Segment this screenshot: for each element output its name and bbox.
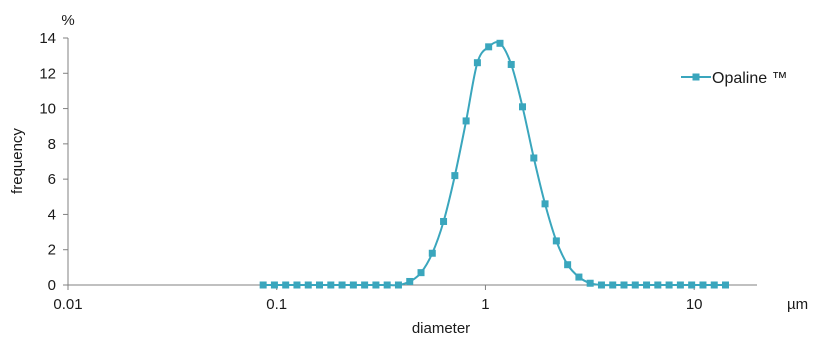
data-point bbox=[462, 117, 470, 125]
data-point bbox=[372, 281, 380, 289]
data-point bbox=[496, 39, 504, 47]
data-point bbox=[631, 281, 639, 289]
data-point bbox=[688, 281, 696, 289]
x-unit-label: µm bbox=[787, 296, 808, 313]
data-point bbox=[699, 281, 707, 289]
series-line-opaline bbox=[263, 41, 726, 287]
data-point bbox=[530, 154, 538, 162]
y-tick-label: 8 bbox=[48, 136, 56, 153]
data-point bbox=[575, 273, 583, 281]
data-point bbox=[361, 281, 369, 289]
data-point bbox=[338, 281, 346, 289]
y-tick-label: 2 bbox=[48, 242, 56, 259]
data-point bbox=[473, 59, 481, 67]
y-tick-label: 6 bbox=[48, 171, 56, 188]
data-point bbox=[654, 281, 662, 289]
data-point bbox=[383, 281, 391, 289]
y-ticks: 0 2 4 6 8 10 12 14 bbox=[39, 30, 68, 294]
y-unit-label: % bbox=[61, 12, 74, 29]
data-point bbox=[293, 281, 301, 289]
data-point bbox=[406, 277, 414, 285]
x-ticks: 0.01 0.1 1 10 bbox=[53, 285, 703, 313]
x-axis: 0.01 0.1 1 10 µm diameter bbox=[53, 284, 808, 337]
data-point bbox=[507, 60, 515, 68]
data-point bbox=[564, 261, 572, 269]
series-markers bbox=[259, 39, 730, 289]
x-tick-label: 0.1 bbox=[266, 296, 287, 313]
data-point bbox=[710, 281, 718, 289]
data-point bbox=[485, 43, 493, 51]
data-point bbox=[304, 281, 312, 289]
data-point bbox=[722, 281, 730, 289]
x-tick-label: 10 bbox=[686, 296, 703, 313]
data-point bbox=[451, 172, 459, 180]
legend-marker bbox=[692, 73, 700, 81]
data-point bbox=[519, 103, 527, 111]
data-point bbox=[541, 200, 549, 208]
data-point bbox=[597, 281, 605, 289]
x-tick-label: 1 bbox=[481, 296, 489, 313]
y-tick-label: 4 bbox=[48, 206, 56, 223]
data-point bbox=[327, 281, 335, 289]
data-point bbox=[428, 249, 436, 257]
y-tick-label: 10 bbox=[39, 101, 56, 118]
y-tick-label: 0 bbox=[48, 277, 56, 294]
data-point bbox=[620, 281, 628, 289]
data-point bbox=[349, 281, 357, 289]
data-point bbox=[282, 281, 290, 289]
data-point bbox=[676, 281, 684, 289]
data-point bbox=[394, 281, 402, 289]
data-point bbox=[665, 281, 673, 289]
legend-label: Opaline ™ bbox=[712, 70, 788, 87]
x-axis-title: diameter bbox=[412, 320, 470, 337]
data-point bbox=[270, 281, 278, 289]
data-point bbox=[440, 217, 448, 225]
data-point bbox=[552, 237, 560, 245]
data-point bbox=[259, 281, 267, 289]
y-tick-label: 14 bbox=[39, 30, 56, 47]
data-point bbox=[643, 281, 651, 289]
y-tick-label: 12 bbox=[39, 65, 56, 82]
data-point bbox=[586, 279, 594, 287]
data-point bbox=[315, 281, 323, 289]
legend: Opaline ™ bbox=[681, 70, 788, 87]
y-axis-title: frequency bbox=[9, 128, 26, 194]
data-point bbox=[417, 269, 425, 277]
data-point bbox=[609, 281, 617, 289]
x-tick-label: 0.01 bbox=[53, 296, 82, 313]
plot-area bbox=[259, 39, 730, 289]
y-axis: 0 2 4 6 8 10 12 14 % frequency bbox=[9, 12, 75, 294]
